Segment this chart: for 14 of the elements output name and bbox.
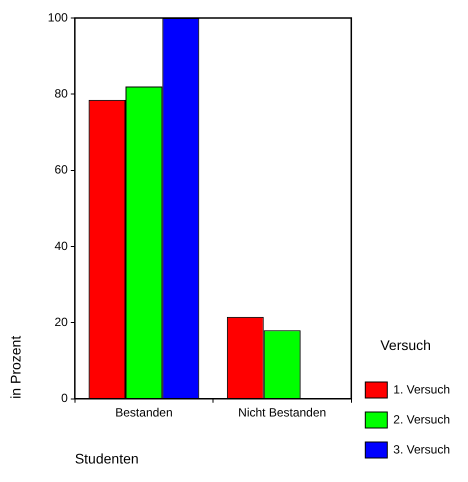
legend-title: Versuch: [380, 337, 431, 354]
x-axis-title: Studenten: [74, 450, 139, 466]
x-tick-label: Nicht Bestanden: [238, 405, 326, 420]
y-tick-label: 100: [48, 10, 68, 24]
y-axis-title: in Prozent: [7, 336, 24, 399]
legend-label: 2. Versuch: [393, 412, 450, 426]
legend-label: 3. Versuch: [393, 442, 450, 456]
legend-label: 1. Versuch: [393, 382, 450, 396]
y-tick-label: 80: [54, 86, 68, 100]
y-tick-label: 60: [54, 162, 68, 177]
y-tick-label: 20: [54, 314, 68, 329]
y-tick-label: 40: [54, 238, 68, 253]
y-tick-label: 0: [61, 391, 68, 406]
x-tick-label: Bestanden: [115, 405, 173, 420]
